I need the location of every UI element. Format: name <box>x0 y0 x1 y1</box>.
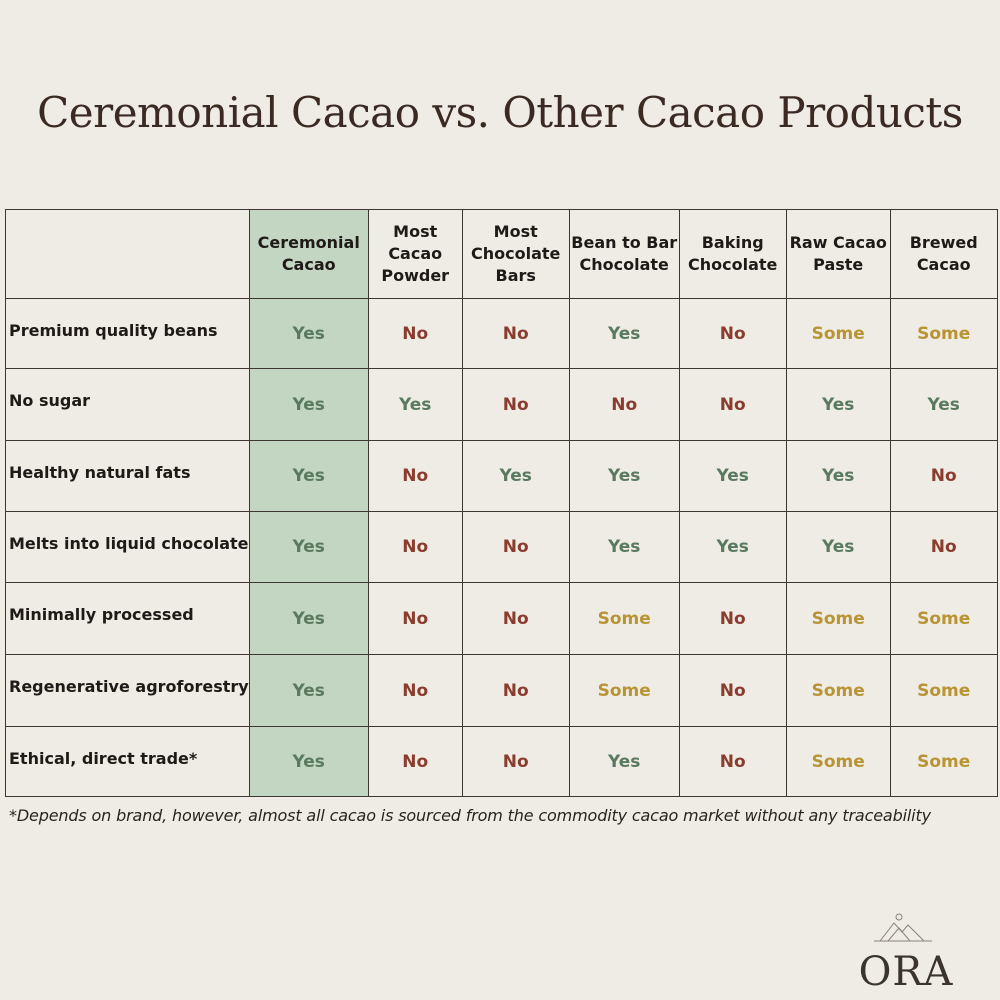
row-label: Melts into liquid chocolate <box>5 511 250 583</box>
table-cell: No <box>461 654 570 727</box>
table-cell: No <box>678 582 787 655</box>
row-label: Premium quality beans <box>5 298 250 369</box>
table-row: Premium quality beans Yes No No Yes No Some Som… <box>5 298 998 369</box>
table-row: Melts into liquid chocolate Yes No No Yes Yes… <box>5 511 998 583</box>
table-cell: Yes <box>248 726 369 797</box>
table-cell: Yes <box>785 511 891 583</box>
table-cell: Some <box>889 654 998 727</box>
corner-cell <box>5 209 250 299</box>
column-header: Ceremonial Cacao <box>248 209 369 299</box>
table-cell: No <box>678 654 787 727</box>
table-cell: Yes <box>461 440 570 512</box>
table-cell: Some <box>889 582 998 655</box>
table-cell: No <box>678 726 787 797</box>
table-cell: Some <box>889 726 998 797</box>
table-cell: No <box>461 511 570 583</box>
table-cell: Yes <box>248 654 369 727</box>
table-cell: Some <box>568 582 680 655</box>
mountain-logo-icon: ORA <box>859 913 954 995</box>
table-cell: Yes <box>248 511 369 583</box>
table-row: Minimally processed Yes No No Some No Some Some <box>5 582 998 655</box>
table-cell: Yes <box>248 440 369 512</box>
table-cell: Some <box>889 298 998 369</box>
table-cell: Yes <box>367 368 463 441</box>
table-cell: Yes <box>889 368 998 441</box>
column-header: Most Chocolate Bars <box>461 209 570 299</box>
table-cell: Some <box>568 654 680 727</box>
table-cell: No <box>367 654 463 727</box>
table-cell: No <box>461 726 570 797</box>
table-cell: Yes <box>678 511 787 583</box>
table-cell: No <box>678 368 787 441</box>
table-cell: No <box>367 298 463 369</box>
table-cell: Yes <box>785 368 891 441</box>
table-cell: Yes <box>248 368 369 441</box>
table-cell: No <box>889 511 998 583</box>
table-cell: Yes <box>248 582 369 655</box>
row-label: Regenerative agroforestry <box>5 654 250 727</box>
header-row: Ceremonial Cacao Most Cacao Powder Most … <box>5 209 998 299</box>
table-cell: Some <box>785 298 891 369</box>
row-label: No sugar <box>5 368 250 441</box>
table-cell: Yes <box>568 440 680 512</box>
table-cell: Yes <box>785 440 891 512</box>
table-cell: Yes <box>248 298 369 369</box>
table-cell: Yes <box>678 440 787 512</box>
comparison-table: Ceremonial Cacao Most Cacao Powder Most … <box>5 209 998 797</box>
table-cell: No <box>367 511 463 583</box>
table-row: Ethical, direct trade* Yes No No Yes No Some So… <box>5 726 998 797</box>
table-cell: No <box>367 582 463 655</box>
table-cell: No <box>568 368 680 441</box>
table-cell: Some <box>785 654 891 727</box>
logo-text: ORA <box>859 949 954 995</box>
table-row: Regenerative agroforestry Yes No No Some No So… <box>5 654 998 727</box>
column-header: Baking Chocolate <box>678 209 787 299</box>
table-cell: No <box>367 726 463 797</box>
column-header: Brewed Cacao <box>889 209 998 299</box>
column-header: Raw Cacao Paste <box>785 209 891 299</box>
brand-logo: ORA <box>852 905 960 995</box>
column-header: Bean to Bar Chocolate <box>568 209 680 299</box>
row-label: Healthy natural fats <box>5 440 250 512</box>
footnote: *Depends on brand, however, almost all c… <box>9 806 931 825</box>
table-row: No sugar Yes Yes No No No Yes Yes <box>5 368 998 441</box>
table-cell: No <box>367 440 463 512</box>
table-cell: Some <box>785 726 891 797</box>
table-cell: No <box>461 298 570 369</box>
page-title: Ceremonial Cacao vs. Other Cacao Product… <box>37 88 963 137</box>
table-cell: Yes <box>568 726 680 797</box>
table-cell: No <box>889 440 998 512</box>
table-cell: Yes <box>568 298 680 369</box>
row-label: Minimally processed <box>5 582 250 655</box>
row-label: Ethical, direct trade* <box>5 726 250 797</box>
table-cell: No <box>461 582 570 655</box>
table-cell: Yes <box>568 511 680 583</box>
table-cell: No <box>678 298 787 369</box>
table-cell: Some <box>785 582 891 655</box>
table-cell: No <box>461 368 570 441</box>
table-row: Healthy natural fats Yes No Yes Yes Yes Yes No <box>5 440 998 512</box>
column-header: Most Cacao Powder <box>367 209 463 299</box>
